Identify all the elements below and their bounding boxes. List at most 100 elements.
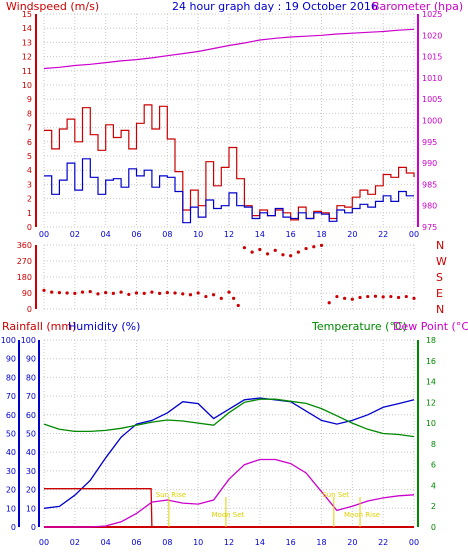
windspeed-tick-label: 4 xyxy=(27,166,32,175)
direction-point xyxy=(219,296,223,300)
humidity-tick-label: 60 xyxy=(26,411,36,420)
direction-tick-label: 270 xyxy=(17,257,32,266)
x-tick-label: 12 xyxy=(224,538,234,547)
direction-point xyxy=(127,292,131,297)
humidity-tick-label: 50 xyxy=(26,430,36,439)
direction-point xyxy=(104,291,108,295)
humidity-tick-label: 30 xyxy=(26,467,36,476)
barometer-axis-title: Barometer (hpa) xyxy=(372,0,463,13)
rainfall-tick-label: 0 xyxy=(11,523,16,532)
direction-point xyxy=(404,294,408,299)
x-tick-label: 22 xyxy=(378,538,388,547)
windspeed-tick-label: 1 xyxy=(27,209,32,218)
windspeed-tick-label: 5 xyxy=(27,152,32,161)
direction-point xyxy=(396,295,401,300)
x-tick-label: 08 xyxy=(162,230,172,239)
direction-point xyxy=(350,297,354,301)
direction-point xyxy=(366,294,370,299)
direction-tick-label: 360 xyxy=(17,241,32,250)
compass-label: S xyxy=(436,271,443,284)
direction-point xyxy=(111,291,115,295)
windspeed-tick-label: 6 xyxy=(27,138,32,147)
windspeed-tick-label: 13 xyxy=(22,38,32,47)
direction-point xyxy=(173,291,177,295)
barometer-tick-label: 985 xyxy=(422,180,437,189)
temperature-tick-label: 8 xyxy=(431,440,436,449)
series-line-rainfall-mm- xyxy=(44,488,414,528)
direction-point xyxy=(211,293,216,297)
direction-point xyxy=(188,293,193,297)
astro-marker-label: Moon Rise xyxy=(344,511,380,519)
rainfall-tick-label: 20 xyxy=(6,486,16,495)
rainfall-tick-label: 10 xyxy=(6,504,16,513)
humidity-tick-label: 70 xyxy=(26,392,36,401)
windspeed-tick-label: 7 xyxy=(27,124,32,133)
direction-point xyxy=(96,292,100,296)
series-line-barometer-hpa- xyxy=(43,28,415,70)
x-tick-label: 08 xyxy=(162,538,172,547)
rainfall-tick-label: 70 xyxy=(6,392,16,401)
x-tick-label: 00 xyxy=(409,538,419,547)
barometer-tick-label: 980 xyxy=(422,202,437,211)
rainfall-tick-label: 80 xyxy=(6,373,16,382)
direction-point xyxy=(273,248,277,252)
direction-point xyxy=(373,294,378,298)
barometer-tick-label: 1005 xyxy=(422,95,442,104)
windspeed-tick-label: 0 xyxy=(27,223,32,232)
temperature-tick-label: 18 xyxy=(426,336,436,345)
rainfall-tick-label: 60 xyxy=(6,411,16,420)
rainfall-tick-label: 50 xyxy=(6,430,16,439)
x-tick-label: 10 xyxy=(193,230,203,239)
x-tick-label: 00 xyxy=(39,538,49,547)
humidity-tick-label: 10 xyxy=(26,504,36,513)
direction-point xyxy=(204,294,208,299)
rainfall-tick-label: 90 xyxy=(6,355,16,364)
direction-point xyxy=(242,246,247,250)
x-tick-label: 02 xyxy=(70,538,80,547)
direction-point xyxy=(389,294,393,299)
direction-point xyxy=(412,296,416,300)
barometer-tick-label: 1010 xyxy=(422,74,442,83)
rainfall-tick-label: 30 xyxy=(6,467,16,476)
temperature-tick-label: 12 xyxy=(426,398,436,407)
direction-point xyxy=(57,291,62,295)
windspeed-tick-label: 12 xyxy=(22,53,32,62)
x-tick-label: 00 xyxy=(39,230,49,239)
x-tick-label: 16 xyxy=(286,538,296,547)
rainfall-tick-label: 100 xyxy=(1,336,16,345)
direction-point xyxy=(381,295,385,299)
temperature-tick-label: 6 xyxy=(431,461,436,470)
direction-point xyxy=(258,247,262,252)
direction-point xyxy=(319,243,324,247)
direction-tick-label: 0 xyxy=(27,305,32,314)
temperature-tick-label: 16 xyxy=(426,357,436,366)
direction-point xyxy=(236,303,240,308)
temperature-tick-label: 0 xyxy=(431,523,436,532)
direction-tick-label: 90 xyxy=(22,289,32,298)
humidity-tick-label: 20 xyxy=(26,486,36,495)
windspeed-tick-label: 10 xyxy=(22,81,32,90)
x-tick-label: 02 xyxy=(70,230,80,239)
x-tick-label: 16 xyxy=(286,230,296,239)
x-tick-label: 06 xyxy=(131,538,141,547)
x-tick-label: 06 xyxy=(131,230,141,239)
direction-point xyxy=(80,290,85,294)
direction-point xyxy=(119,290,123,294)
chart-title: 24 hour graph day : 19 October 2016 xyxy=(172,0,378,13)
x-tick-label: 20 xyxy=(347,230,357,239)
windspeed-tick-label: 14 xyxy=(22,24,32,33)
direction-point xyxy=(42,288,46,292)
barometer-tick-label: 990 xyxy=(422,159,437,168)
direction-point xyxy=(327,301,331,305)
rainfall-axis-title: Rainfall (mm) xyxy=(2,320,76,333)
x-tick-label: 12 xyxy=(224,230,234,239)
direction-tick-label: 180 xyxy=(17,273,32,282)
direction-point xyxy=(181,292,185,296)
direction-point xyxy=(196,291,200,295)
x-tick-label: 00 xyxy=(409,230,419,239)
windspeed-tick-label: 3 xyxy=(27,180,32,189)
wind-direction-panel: 360 N 270 W 180 S 90 E 0 N xyxy=(17,239,447,316)
temperature-axis-title: Temperature (°C) xyxy=(311,320,407,333)
windspeed-tick-label: 9 xyxy=(27,95,32,104)
